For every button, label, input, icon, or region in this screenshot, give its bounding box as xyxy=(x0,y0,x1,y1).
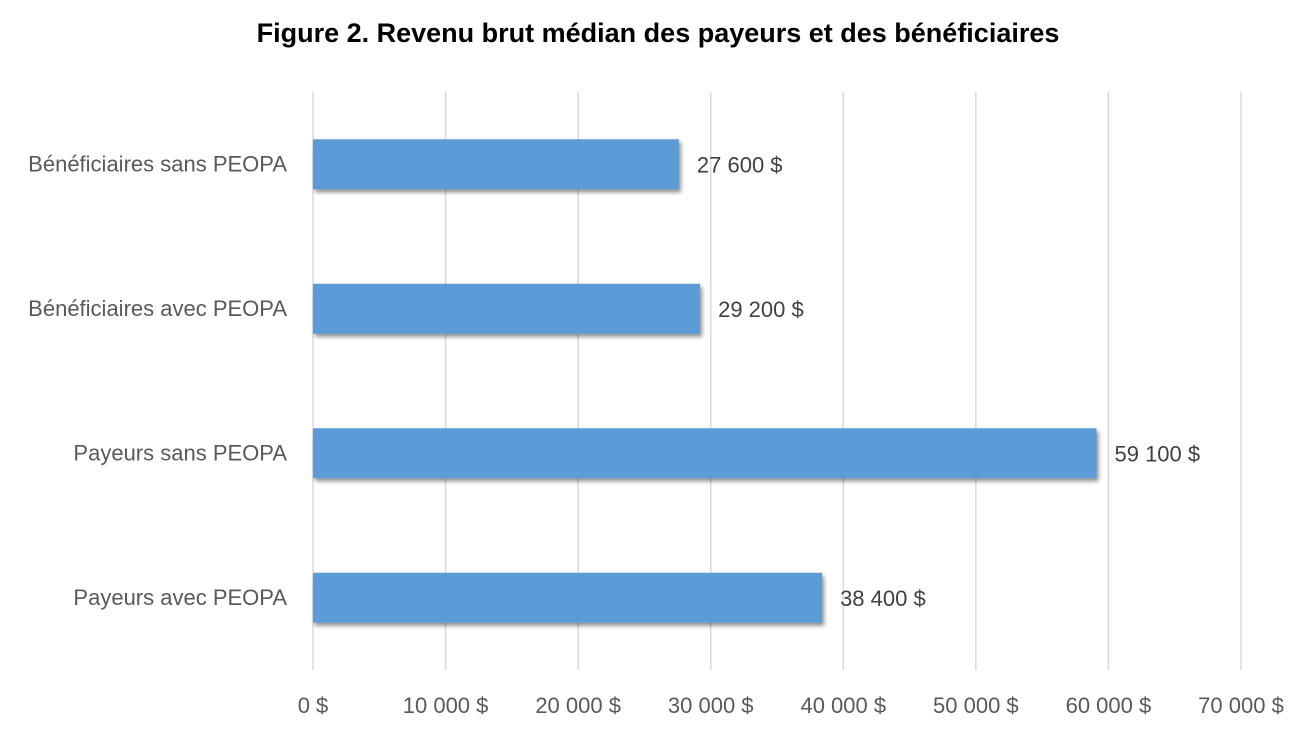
x-tick-label: 20 000 $ xyxy=(535,693,621,718)
data-labels: 27 600 $ 29 200 $ 59 100 $ 38 400 $ xyxy=(697,152,1200,611)
data-label: 27 600 $ xyxy=(697,152,783,177)
x-tick-label: 30 000 $ xyxy=(668,693,754,718)
bar xyxy=(313,283,701,334)
x-tick-label: 50 000 $ xyxy=(933,693,1019,718)
bar xyxy=(313,572,823,623)
category-label: Payeurs avec PEOPA xyxy=(73,585,287,610)
x-tick-label: 10 000 $ xyxy=(403,693,489,718)
x-axis-tick-labels: 0 $ 10 000 $ 20 000 $ 30 000 $ 40 000 $ 50 00… xyxy=(298,693,1284,718)
data-label: 38 400 $ xyxy=(840,586,926,611)
category-label: Payeurs sans PEOPA xyxy=(73,440,287,465)
x-tick-label: 60 000 $ xyxy=(1066,693,1152,718)
chart-title: Figure 2. Revenu brut médian des payeurs… xyxy=(256,18,1060,48)
data-label: 29 200 $ xyxy=(718,297,804,322)
category-label: Bénéficiaires avec PEOPA xyxy=(28,296,287,321)
category-labels: Bénéficiaires sans PEOPA Bénéficiaires av… xyxy=(28,151,287,610)
x-tick-label: 0 $ xyxy=(298,693,329,718)
bar xyxy=(313,428,1097,479)
x-tick-label: 70 000 $ xyxy=(1198,693,1284,718)
bar xyxy=(313,139,679,190)
category-label: Bénéficiaires sans PEOPA xyxy=(28,151,287,176)
data-label: 59 100 $ xyxy=(1114,441,1200,466)
bars xyxy=(313,139,1097,623)
x-tick-label: 40 000 $ xyxy=(800,693,886,718)
